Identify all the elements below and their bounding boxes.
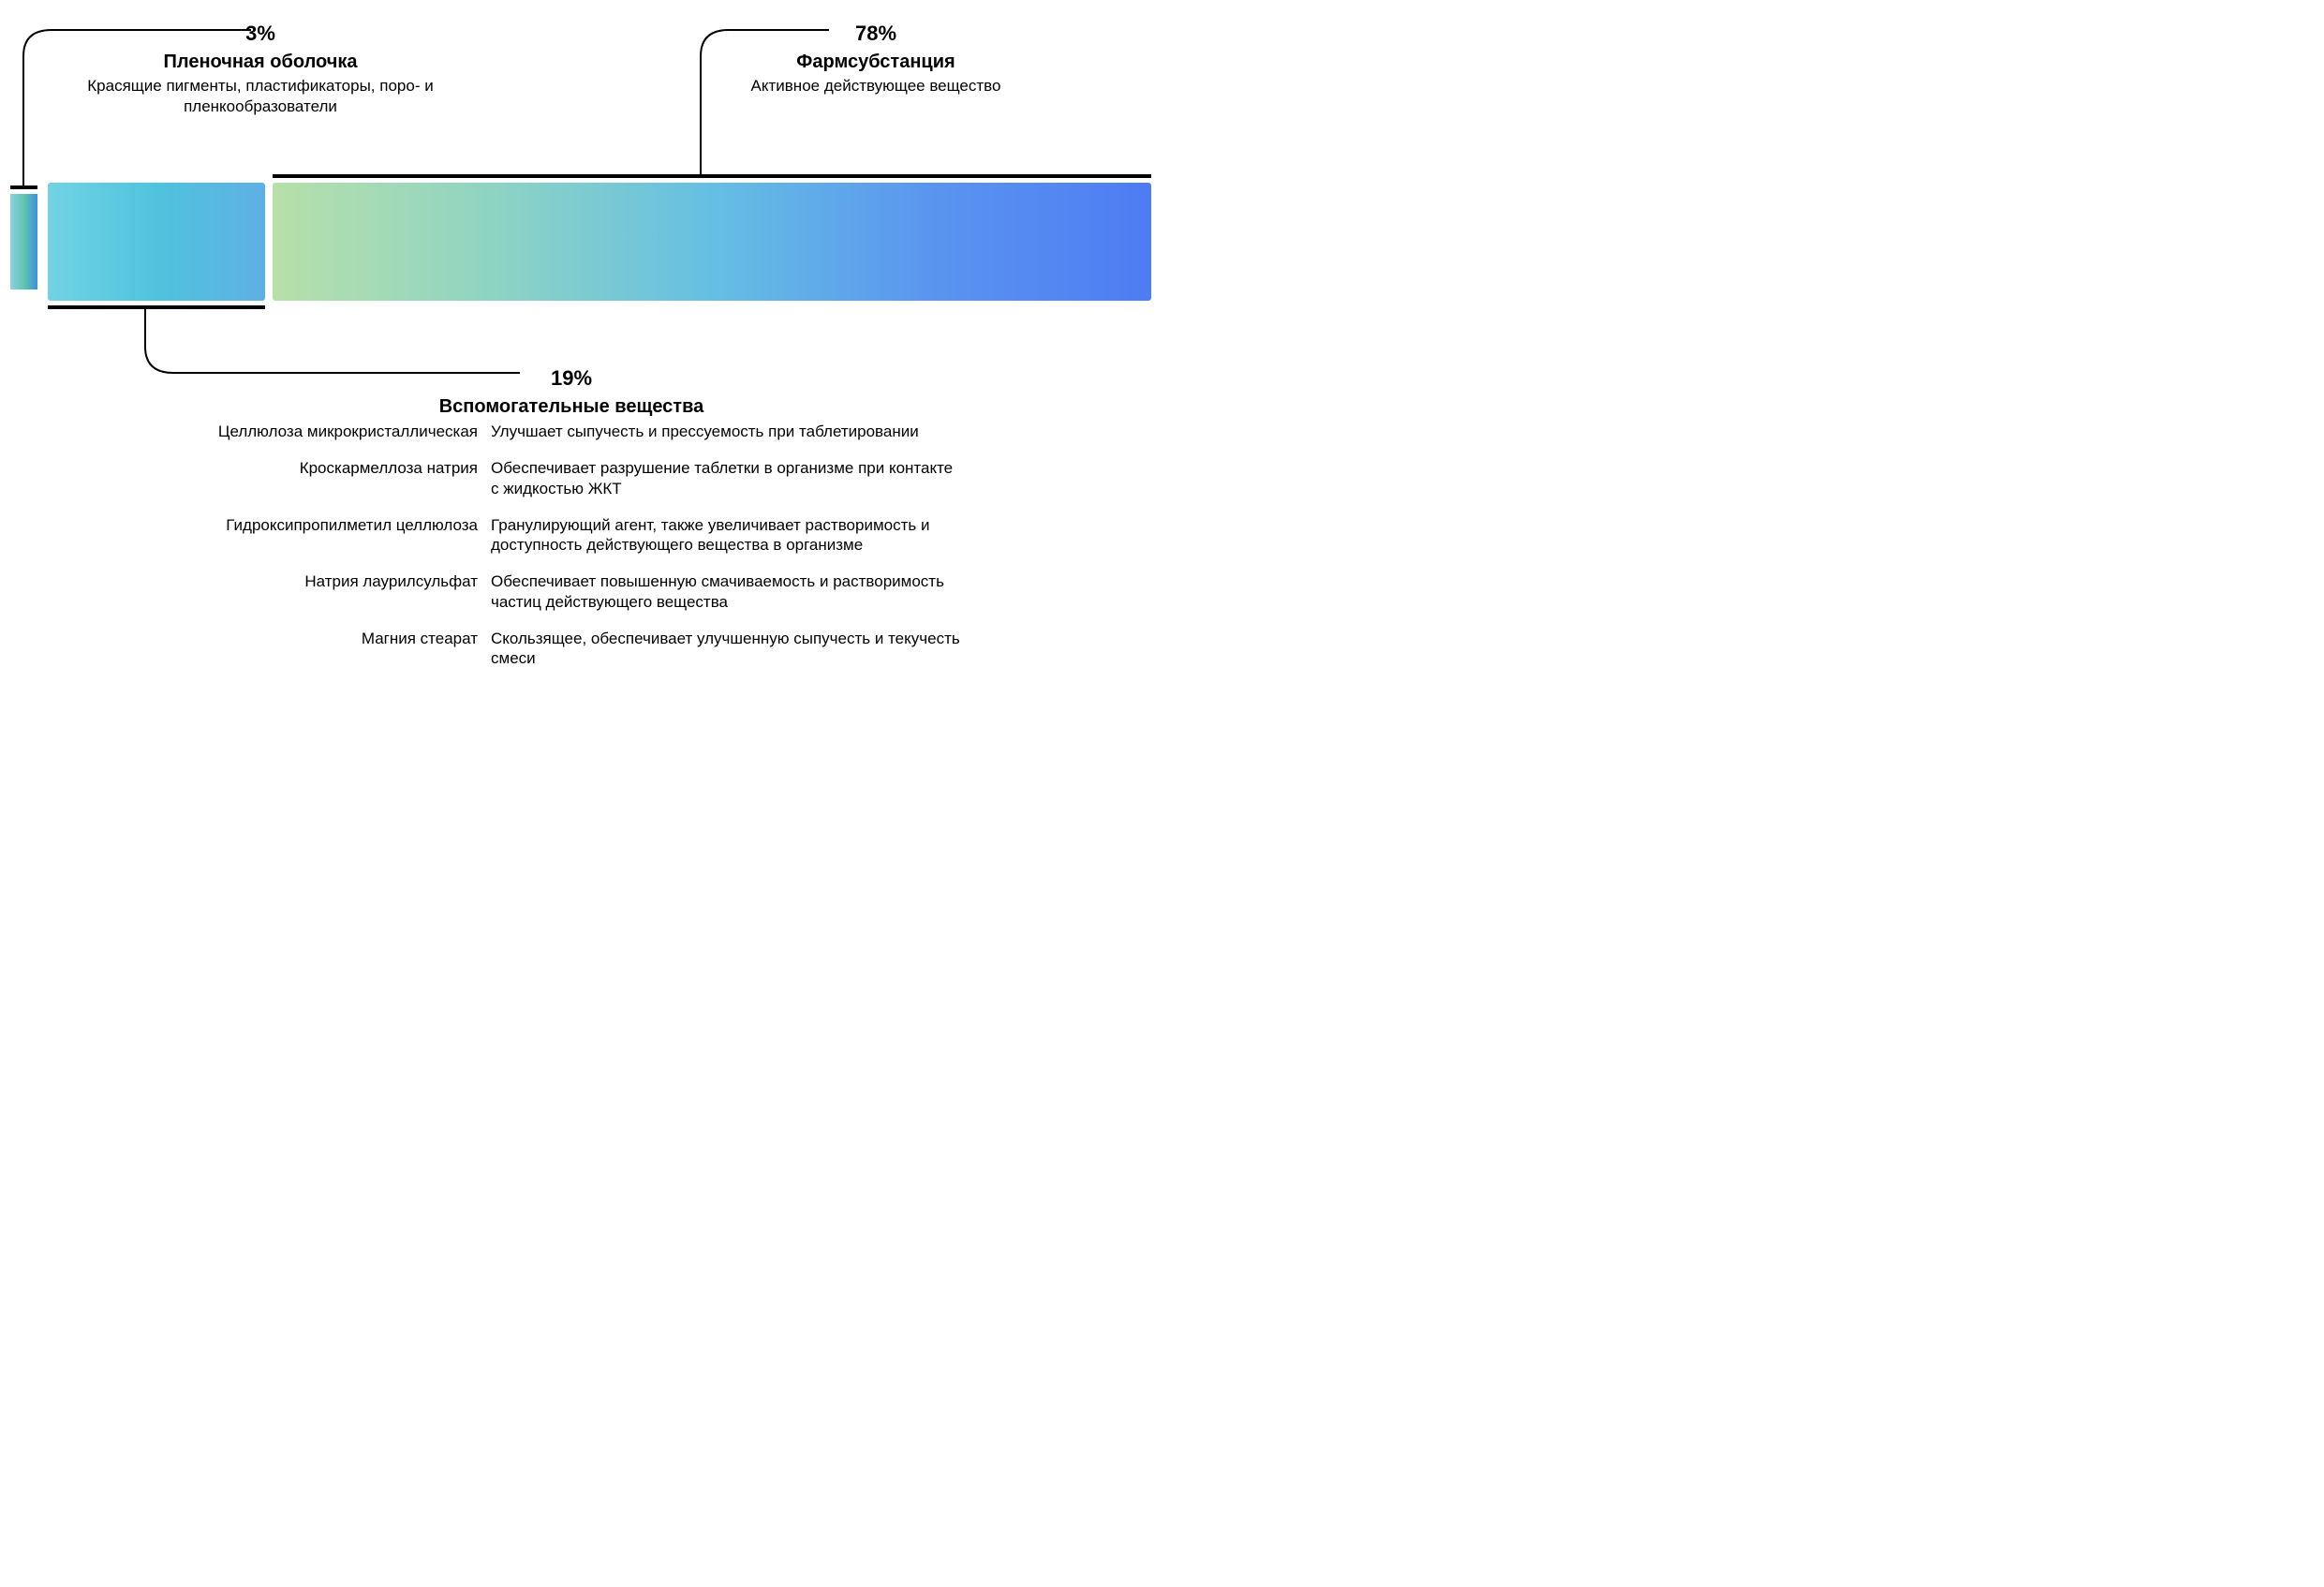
bar-fill-excipients xyxy=(48,183,265,301)
bar-fill-coating xyxy=(10,194,37,289)
leader-excipients xyxy=(145,309,520,373)
desc-api: Активное действующее вещество xyxy=(721,76,1030,96)
callout-api: 78% Фармсубстанция Активное действующее … xyxy=(721,21,1030,96)
title-coating: Пленочная оболочка xyxy=(73,50,448,74)
bar-segment-api xyxy=(273,183,1151,301)
list-item: Натрия лаурилсульфат Обеспечивает повыше… xyxy=(169,571,965,612)
callout-coating: 3% Пленочная оболочка Красящие пигменты,… xyxy=(73,21,448,117)
excipient-name: Целлюлоза микрокристаллическая xyxy=(169,422,478,441)
list-item: Целлюлоза микрокристаллическая Улучшает … xyxy=(169,422,965,441)
excipient-role: Скользящее, обеспечивает улучшенную сыпу… xyxy=(491,629,965,669)
infographic-stage: 3% Пленочная оболочка Красящие пигменты,… xyxy=(0,0,1162,794)
callout-excipients: 19% Вспомогательные вещества xyxy=(318,365,824,419)
title-api: Фармсубстанция xyxy=(721,50,1030,74)
bar-fill-api xyxy=(273,183,1151,301)
tick-excipients xyxy=(48,305,265,309)
bar-segment-coating xyxy=(10,183,37,301)
pct-excipients: 19% xyxy=(318,365,824,393)
tick-api xyxy=(273,174,1151,178)
excipient-role: Обеспечивает повышенную смачиваемость и … xyxy=(491,571,965,612)
excipient-name: Магния стеарат xyxy=(169,629,478,669)
excipient-name: Кроскармеллоза натрия xyxy=(169,458,478,498)
excipient-role: Улучшает сыпучесть и прессуемость при та… xyxy=(491,422,965,441)
excipient-name: Гидроксипропилметил целлюлоза xyxy=(169,515,478,556)
proportional-bar xyxy=(10,183,1151,301)
pct-api: 78% xyxy=(721,21,1030,48)
tick-coating xyxy=(10,185,37,189)
desc-coating: Красящие пигменты, пластификаторы, поро-… xyxy=(73,76,448,117)
excipient-role: Обеспечивает разрушение таблетки в орган… xyxy=(491,458,965,498)
list-item: Магния стеарат Скользящее, обеспечивает … xyxy=(169,629,965,669)
title-excipients: Вспомогательные вещества xyxy=(318,394,824,419)
excipients-list: Целлюлоза микрокристаллическая Улучшает … xyxy=(169,422,965,685)
list-item: Кроскармеллоза натрия Обеспечивает разру… xyxy=(169,458,965,498)
excipient-name: Натрия лаурилсульфат xyxy=(169,571,478,612)
excipient-role: Гранулирующий агент, также увеличивает р… xyxy=(491,515,965,556)
bar-segment-excipients xyxy=(48,183,265,301)
pct-coating: 3% xyxy=(73,21,448,48)
list-item: Гидроксипропилметил целлюлоза Гранулирую… xyxy=(169,515,965,556)
